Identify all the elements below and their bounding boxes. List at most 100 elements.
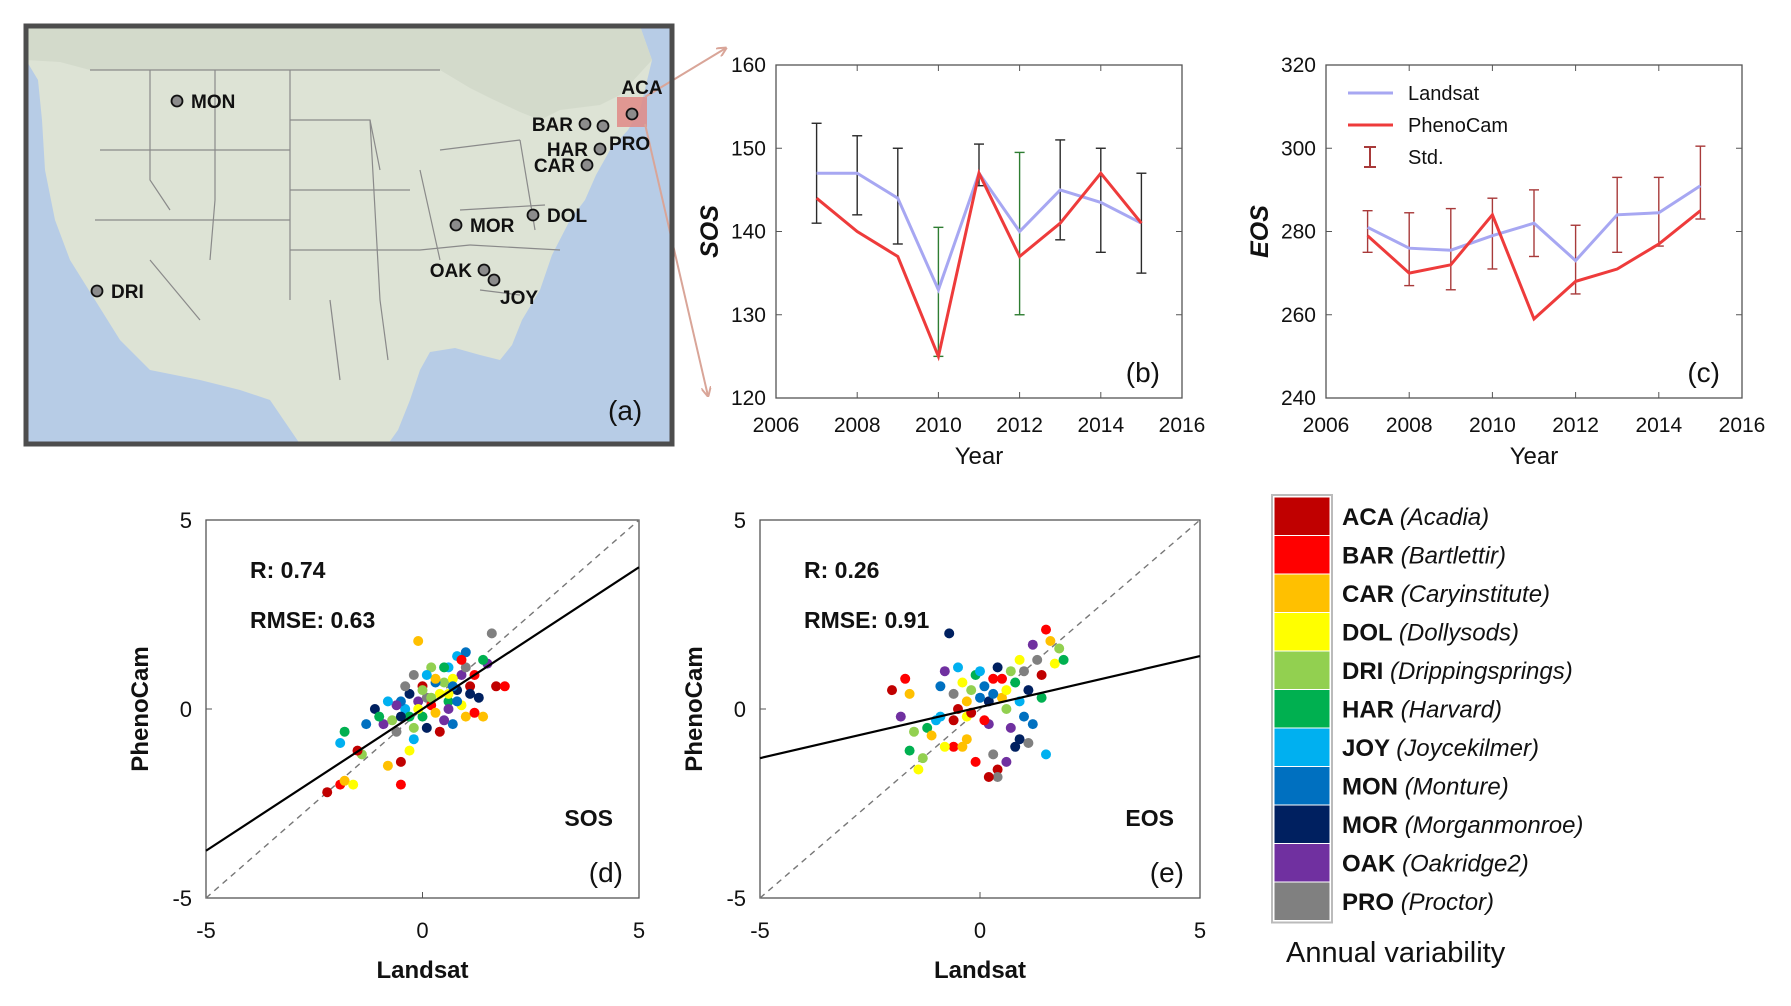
- y-axis-label: SOS: [696, 205, 724, 258]
- scatter-point: [1036, 692, 1047, 703]
- scatter-point: [1058, 654, 1069, 665]
- scatter-point: [917, 753, 928, 764]
- site-marker-joy: [487, 273, 501, 287]
- x-tick-label: 2010: [1469, 414, 1516, 437]
- site-label-dol: DOL: [547, 206, 588, 227]
- scatter-point: [953, 662, 963, 673]
- scatter-point: [443, 696, 454, 707]
- scatter-point: [447, 673, 458, 684]
- y-tick-label: 300: [1281, 137, 1316, 160]
- scatter-point: [979, 715, 990, 726]
- scatter-point: [374, 711, 385, 722]
- chart-eos-scatter: -5 0 5 -5 0 5 Landsat PhenoCam R: 0.26 RMSE: 0.91…: [681, 508, 1206, 984]
- scatter-point: [957, 741, 968, 752]
- scatter-point: [391, 726, 402, 737]
- scatter-point: [992, 662, 1003, 673]
- legend-swatch-frame: [1271, 494, 1333, 924]
- x-tick-label: 2008: [834, 414, 881, 437]
- variable-label: SOS: [564, 805, 613, 831]
- scatter-point: [1027, 719, 1038, 730]
- legend-site-name-oak: (Oakridge2): [1402, 851, 1529, 878]
- scatter-point: [430, 673, 441, 684]
- x-tick-label: 2006: [753, 414, 800, 437]
- x-tick-label: 2008: [1386, 414, 1433, 437]
- site-label-car: CAR: [534, 156, 575, 177]
- scatter-point: [979, 681, 990, 692]
- scatter-point: [430, 707, 441, 718]
- site-color-legend: ACA (Acadia)BAR (Bartlettir)CAR (Caryins…: [1271, 494, 1583, 969]
- site-marker-dri: [90, 284, 104, 298]
- x-tick-label: 5: [1194, 918, 1206, 943]
- scatter-point: [948, 688, 959, 699]
- y-tick-label: 0: [180, 697, 192, 722]
- y-axis-label: PhenoCam: [127, 646, 154, 771]
- x-tick-label: 2006: [1303, 414, 1350, 437]
- y-tick-label: 150: [731, 137, 766, 160]
- site-marker-dol: [526, 208, 540, 222]
- scatter-point: [417, 711, 428, 722]
- scatter-point: [1001, 685, 1012, 696]
- legend-code-bar: BAR: [1342, 543, 1401, 570]
- legend-entry-car: CAR (Caryinstitute): [1342, 581, 1550, 608]
- legend-swatch-oak: [1273, 843, 1331, 883]
- scatter-point: [904, 688, 915, 699]
- scatter-point: [426, 692, 437, 703]
- chart-sos-scatter: -5 0 5 -5 0 5 Landsat PhenoCam R: 0.74 RMSE: 0.63…: [127, 508, 645, 984]
- legend-code-dol: DOL: [1342, 620, 1399, 647]
- site-label-joy: JOY: [500, 288, 538, 309]
- scatter-point: [443, 704, 454, 714]
- scatter-point: [400, 681, 411, 692]
- legend-site-name-car: (Caryinstitute): [1401, 581, 1550, 608]
- scatter-point: [895, 711, 906, 722]
- scatter-point: [460, 662, 471, 673]
- legend-site-name-bar: (Bartlettir): [1401, 543, 1506, 570]
- scatter-point: [447, 719, 458, 730]
- site-marker-bar: [578, 117, 592, 131]
- y-tick-label: 160: [731, 54, 766, 77]
- scatter-point: [378, 719, 389, 730]
- scatter-point: [1019, 666, 1029, 677]
- series-line-phenocam: [815, 168, 1143, 362]
- site-label-pro: PRO: [609, 134, 650, 155]
- scatter-point: [382, 760, 393, 771]
- legend-code-aca: ACA: [1342, 504, 1400, 531]
- legend-site-name-dol: (Dollysods): [1399, 620, 1519, 647]
- map-frame: [23, 23, 675, 447]
- legend-entry-mor: MOR (Morganmonroe): [1342, 812, 1583, 839]
- y-tick-label: 0: [734, 697, 746, 722]
- x-tick-label: -5: [750, 918, 770, 943]
- x-tick-label: 2016: [1159, 414, 1206, 437]
- scatter-point: [1019, 711, 1029, 722]
- scatter-point: [348, 779, 359, 790]
- legend-code-mor: MOR: [1342, 812, 1405, 839]
- y-tick-label: 5: [734, 508, 746, 533]
- legend-entry-mon: MON (Monture): [1342, 774, 1509, 801]
- legend-site-name-mor: (Morganmonroe): [1405, 812, 1584, 839]
- y-tick-label: 280: [1281, 221, 1316, 244]
- panel-label: (b): [1126, 357, 1160, 388]
- scatter-point: [992, 764, 1003, 775]
- scatter-point: [382, 696, 393, 707]
- y-tick-label: 130: [731, 304, 766, 327]
- x-tick-label: 0: [974, 918, 986, 943]
- rmse-value: RMSE: 0.63: [250, 607, 375, 633]
- legend-swatch-bar: [1273, 535, 1331, 575]
- scatter-point: [948, 715, 959, 726]
- scatter-point: [939, 741, 950, 752]
- legend-code-joy: JOY: [1342, 735, 1396, 762]
- scatter-point: [992, 772, 1003, 782]
- legend-code-mon: MON: [1342, 774, 1405, 801]
- site-marker-mor: [449, 218, 463, 232]
- scatter-point: [997, 692, 1007, 703]
- legend-swatch-joy: [1273, 727, 1331, 767]
- state-borders: [90, 69, 561, 381]
- scatter-point: [369, 704, 380, 714]
- legend-label-std: Std.: [1408, 147, 1444, 169]
- scatter-point: [1049, 658, 1060, 669]
- x-tick-label: 2010: [915, 414, 962, 437]
- scatter-point: [988, 688, 999, 699]
- canada-shading: [26, 26, 652, 120]
- scatter-point: [939, 666, 950, 677]
